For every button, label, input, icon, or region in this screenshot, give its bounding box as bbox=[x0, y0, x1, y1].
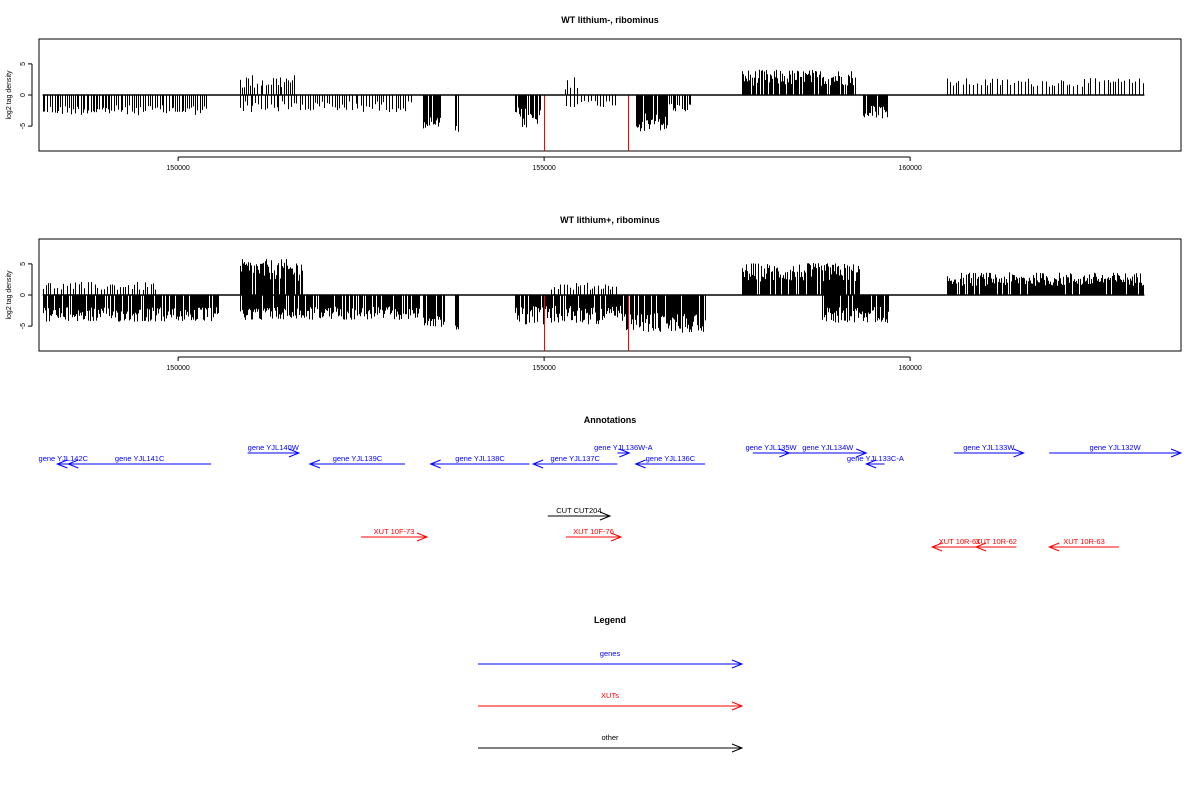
annotations-title: Annotations bbox=[584, 415, 637, 425]
annotation-label: XUT 10F-73 bbox=[374, 527, 415, 536]
annotation-label: gene YJL135W bbox=[745, 443, 797, 452]
annotation-label: XUT 10R-61 bbox=[939, 537, 981, 546]
annotation-feature: gene YJL141C bbox=[66, 454, 212, 469]
annotation-label: gene YJL140W bbox=[248, 443, 300, 452]
annotation-label: gene YJL133C-A bbox=[847, 454, 904, 463]
legend-label: genes bbox=[600, 649, 621, 658]
y-tick-label: 0 bbox=[20, 293, 27, 297]
x-tick-label: 160000 bbox=[898, 165, 921, 172]
arrowhead bbox=[930, 542, 943, 552]
annotation-label: gene YJL141C bbox=[115, 454, 165, 463]
legend-entry: genes bbox=[478, 649, 744, 669]
annotation-feature: gene YJL137C bbox=[531, 454, 618, 469]
arrowhead bbox=[599, 511, 612, 521]
plot-frame bbox=[38, 38, 1182, 152]
annotation-label: gene YJL139C bbox=[333, 454, 383, 463]
annotation-label: XUT 10F-76 bbox=[573, 527, 614, 536]
annotation-feature: XUT 10R-62 bbox=[974, 537, 1017, 552]
annotation-feature: gene YJL133C-A bbox=[847, 454, 904, 469]
annotation-label: gene YJL133W bbox=[963, 443, 1015, 452]
x-axis: 150000 155000 160000 bbox=[166, 356, 922, 372]
annotation-label: XUT 10R-63 bbox=[1063, 537, 1105, 546]
arrowhead bbox=[731, 743, 744, 753]
annotations-track: Annotations gene YJL140W gene YJL136W-A ge… bbox=[39, 415, 1183, 552]
panel-title: WT lithium+, ribominus bbox=[560, 215, 660, 225]
annotation-features: gene YJL140W gene YJL136W-A gene YJL135W ge… bbox=[39, 443, 1183, 552]
y-tick-label: 5 bbox=[20, 62, 27, 66]
annotation-feature: gene YJL138C bbox=[429, 454, 530, 469]
highlight-bars bbox=[544, 295, 629, 351]
annotation-feature: gene YJL140W bbox=[247, 443, 301, 458]
arrowhead bbox=[55, 459, 68, 469]
annotation-feature: gene YJL139C bbox=[308, 454, 406, 469]
annotation-feature: gene YJL134W bbox=[789, 443, 868, 458]
arrowhead bbox=[974, 542, 987, 552]
legend-title: Legend bbox=[594, 615, 626, 625]
annotation-label: gene YJL134W bbox=[802, 443, 854, 452]
arrowhead bbox=[1170, 448, 1183, 458]
annotation-feature: gene YJL136C bbox=[634, 454, 706, 469]
legend: Legend genes XUTs other bbox=[478, 615, 744, 753]
annotation-label: gene YJL138C bbox=[455, 454, 505, 463]
y-tick-label: -5 bbox=[20, 123, 27, 129]
arrowhead bbox=[66, 459, 79, 469]
arrowhead bbox=[731, 659, 744, 669]
arrowhead bbox=[1013, 448, 1025, 458]
annotation-label: gene YJL136C bbox=[646, 454, 696, 463]
x-tick-label: 150000 bbox=[166, 165, 189, 172]
legend-entry: other bbox=[478, 733, 744, 753]
annotation-label: XUT 10R-62 bbox=[975, 537, 1017, 546]
x-axis: 150000 155000 160000 bbox=[166, 156, 922, 172]
y-tick-label: -5 bbox=[20, 323, 27, 329]
y-axis-label: log2 tag density bbox=[6, 270, 13, 320]
x-tick-label: 160000 bbox=[898, 365, 921, 372]
x-tick-label: 155000 bbox=[532, 365, 555, 372]
arrowhead bbox=[856, 448, 868, 458]
annotation-feature: gene YJL133W bbox=[954, 443, 1025, 458]
bar-series bbox=[43, 69, 1144, 132]
legend-entry: XUTs bbox=[478, 691, 744, 711]
arrowhead bbox=[864, 459, 877, 469]
x-tick-label: 155000 bbox=[532, 165, 555, 172]
arrowhead bbox=[731, 701, 744, 711]
arrowhead bbox=[619, 448, 631, 458]
annotation-feature: gene YJL136W-A bbox=[594, 443, 653, 458]
panel-lithium-plus: WT lithium+, ribominus log2 tag density … bbox=[6, 215, 1182, 372]
arrowhead bbox=[1047, 542, 1060, 552]
annotation-feature: gene YJL132W bbox=[1049, 443, 1183, 458]
legend-label: other bbox=[601, 733, 619, 742]
plot-frame bbox=[38, 238, 1182, 352]
annotation-label: gene YJL142C bbox=[39, 454, 89, 463]
annotation-feature: gene YJL142C bbox=[39, 454, 89, 469]
annotation-feature: XUT 10F-73 bbox=[361, 527, 429, 542]
panel-title: WT lithium-, ribominus bbox=[561, 15, 659, 25]
panel-lithium-minus: WT lithium-, ribominus log2 tag density … bbox=[6, 15, 1182, 172]
y-axis: 5 0 -5 bbox=[20, 62, 33, 129]
annotation-feature: gene YJL135W bbox=[745, 443, 798, 458]
y-axis: 5 0 -5 bbox=[20, 262, 33, 329]
legend-entries: genes XUTs other bbox=[478, 649, 744, 753]
arrowhead bbox=[634, 459, 646, 469]
arrowhead bbox=[416, 532, 429, 542]
annotation-feature: XUT 10R-63 bbox=[1047, 537, 1119, 552]
bar-series bbox=[43, 259, 1144, 333]
arrowhead bbox=[288, 448, 301, 458]
annotation-label: CUT CUT204 bbox=[556, 506, 601, 515]
annotation-feature: CUT CUT204 bbox=[547, 506, 612, 521]
annotation-label: gene YJL132W bbox=[1090, 443, 1142, 452]
arrowhead bbox=[308, 459, 321, 469]
arrowhead bbox=[429, 459, 441, 469]
annotation-label: gene YJL136W-A bbox=[594, 443, 653, 452]
annotation-feature: XUT 10F-76 bbox=[566, 527, 623, 542]
y-tick-label: 5 bbox=[20, 262, 27, 266]
arrowhead bbox=[610, 532, 623, 542]
y-tick-label: 0 bbox=[20, 93, 27, 97]
highlight-bars bbox=[544, 95, 629, 151]
y-axis-label: log2 tag density bbox=[6, 70, 13, 120]
arrowhead bbox=[531, 459, 544, 469]
legend-label: XUTs bbox=[601, 691, 619, 700]
x-tick-label: 150000 bbox=[166, 365, 189, 372]
annotation-label: gene YJL137C bbox=[550, 454, 600, 463]
